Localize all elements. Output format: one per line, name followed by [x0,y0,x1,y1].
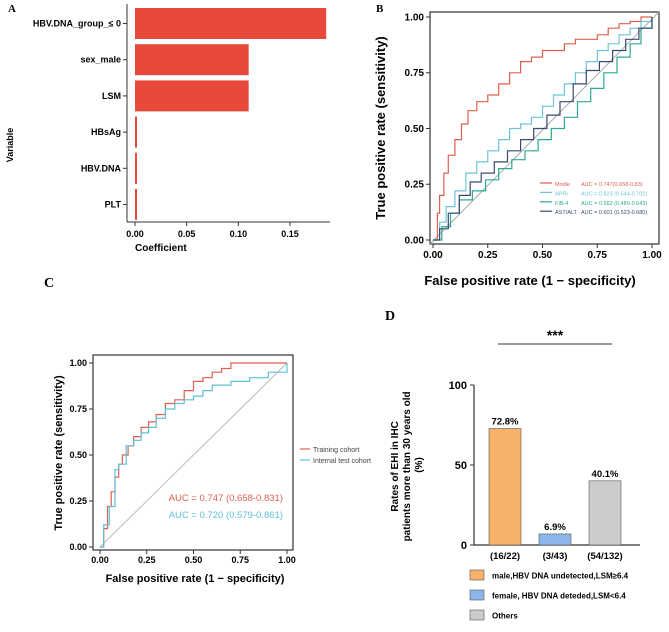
rate-bar-value-label: 6.9% [544,522,566,533]
rate-bar [488,428,522,546]
panel-c-ytick-label: 0.75 [69,404,87,414]
panel-b-xtick-label: 0.75 [588,250,608,261]
panel-c-ytick-label: 0.00 [69,542,87,552]
panel-c-legend-label: Internal test cohort [313,458,371,465]
panel-a-category-label: sex_male [80,55,121,65]
panel-b-legend-auc: AUC = 0.601 (0.523-0.680) [581,210,647,216]
coef-bar [135,116,137,148]
panel-b-xtick-label: 0.25 [478,250,498,261]
panel-b-legend-auc: AUC = 0.623 (0.544-0.702) [581,191,647,197]
coef-bar [135,80,249,112]
panel-c-ytick-label: 1.00 [69,358,87,368]
panel-c-xtick-label: 0.75 [231,555,249,565]
panel-d-ylabel-line-3: (%) [414,457,425,473]
rate-bar-value-label: 40.1% [592,469,619,480]
panel-d-legend-label: Others [492,612,518,621]
rate-bar-category-label: (54/132) [587,551,622,562]
panel-b-legend-auc: AUC = 0.562 (0.480-0.643) [581,201,647,207]
rate-bar [538,533,572,546]
coef-bar [135,8,327,39]
panel-c-ytick-label: 0.50 [69,450,87,460]
panel-c-ytick-label: 0.25 [69,496,87,506]
coef-bar [135,189,137,220]
panel-label-b: B [376,3,384,15]
rate-bar [588,480,622,546]
panel-label-d: D [385,309,395,324]
panel-d-legend-label: male,HBV DNA undetected,LSM≥6.4 [492,572,629,581]
panel-b-xtick-label: 1.00 [642,250,662,261]
rate-bar-category-label: (16/22) [490,551,520,562]
panel-b-legend-name: FIB-4 [555,201,568,207]
panel-c-xtick-label: 1.00 [278,555,296,565]
panel-b-xtick-label: 0.00 [423,250,443,261]
panel-b-ytick-label: 0.25 [405,180,425,191]
panel-c-xtick-label: 0.25 [138,555,156,565]
panel-c-legend-label: Training cohort [313,447,359,454]
panel-b-xlabel: False positive rate (1 − specificity) [424,273,635,288]
panel-d-legend-label: female, HBV DNA deteded,LSM<6.4 [492,592,626,601]
panel-c-ylabel: True positive rate (sensitivity) [53,375,65,531]
panel-d-bar-chart: *** Rates of EHI in IHC patients more th… [390,327,640,621]
panel-d-ylabel-line-1: Rates of EHI in IHC [390,421,401,512]
significance-label: *** [547,327,564,343]
panel-a-ylabel: Variable [5,128,15,163]
panel-a-xtick-label: 0.00 [126,229,144,239]
panel-a-category-label: HBV.DNA [81,163,122,173]
panel-d-ytick-label: 100 [449,380,467,392]
panel-b-legend-name: AST/ALT [555,210,578,216]
panel-c-diagonal [99,362,288,548]
panel-b-roc-chart: False positive rate (1 − specificity) Tr… [373,11,662,288]
panel-a-xtick-label: 0.05 [178,229,196,239]
panel-c-xtick-label: 0.50 [185,555,203,565]
panel-a-xlabel: Coefficient [135,243,187,254]
roc-curve-internal-test-cohort [100,363,288,548]
rate-bar-value-label: 72.8% [492,417,519,428]
roc-curve-modle [433,16,652,241]
panel-d-ylabel-line-2: patients more than 30 years old [402,391,413,541]
panel-a-category-label: PLT [105,200,122,210]
panel-label-c: C [44,276,54,291]
panel-a-coefficient-chart: Coefficient Variable HBV.DNA_group_≤ 0 se… [5,4,330,254]
panel-a-xtick-label: 0.10 [230,229,248,239]
roc-curve-training-cohort [100,362,287,548]
panel-b-legend-name: Modle [555,182,570,188]
coef-bar [135,44,249,76]
panel-d-ytick-label: 0 [461,540,467,552]
panel-a-category-label: HBV.DNA_group_≤ 0 [33,19,121,29]
coef-bar [135,152,137,184]
panel-d-legend-swatch [469,609,485,621]
rate-bar-category-label: (3/43) [543,551,568,562]
panel-d-ytick-label: 50 [455,460,467,472]
panel-a-category-label: HBsAg [91,127,121,137]
panel-c-xlabel: False positive rate (1 − specificity) [106,573,285,585]
panel-b-legend-auc: AUC = 0.747(0.658-0.83) [581,182,643,188]
panel-c-auc-label: AUC = 0.747 (0.658-0.831) [169,493,283,504]
panel-d-legend-swatch [469,569,485,581]
roc-curve-ast-alt [433,17,653,241]
panel-b-ytick-label: 0.50 [405,124,425,135]
panel-b-ytick-label: 0.75 [405,68,425,79]
panel-d-ylabel: Rates of EHI in IHC patients more than 3… [390,389,425,542]
panel-a-category-label: LSM [102,91,121,101]
panel-b-ytick-label: 1.00 [405,12,425,23]
panel-b-ylabel: True positive rate (sensitivity) [373,36,388,220]
panel-b-xtick-label: 0.50 [533,250,553,261]
roc-curve-apri [433,17,653,241]
panel-d-legend-swatch [469,589,485,601]
panel-label-a: A [8,3,16,15]
panel-c-roc-chart: False positive rate (1 − specificity) Tr… [53,354,371,585]
panel-b-ytick-label: 0.00 [405,235,425,246]
panel-a-xtick-label: 0.15 [281,229,299,239]
panel-b-legend-name: APRI [555,191,568,197]
panel-c-auc-label: AUC = 0.720 (0.579-0.861) [169,510,283,521]
panel-c-xtick-label: 0.00 [91,555,109,565]
